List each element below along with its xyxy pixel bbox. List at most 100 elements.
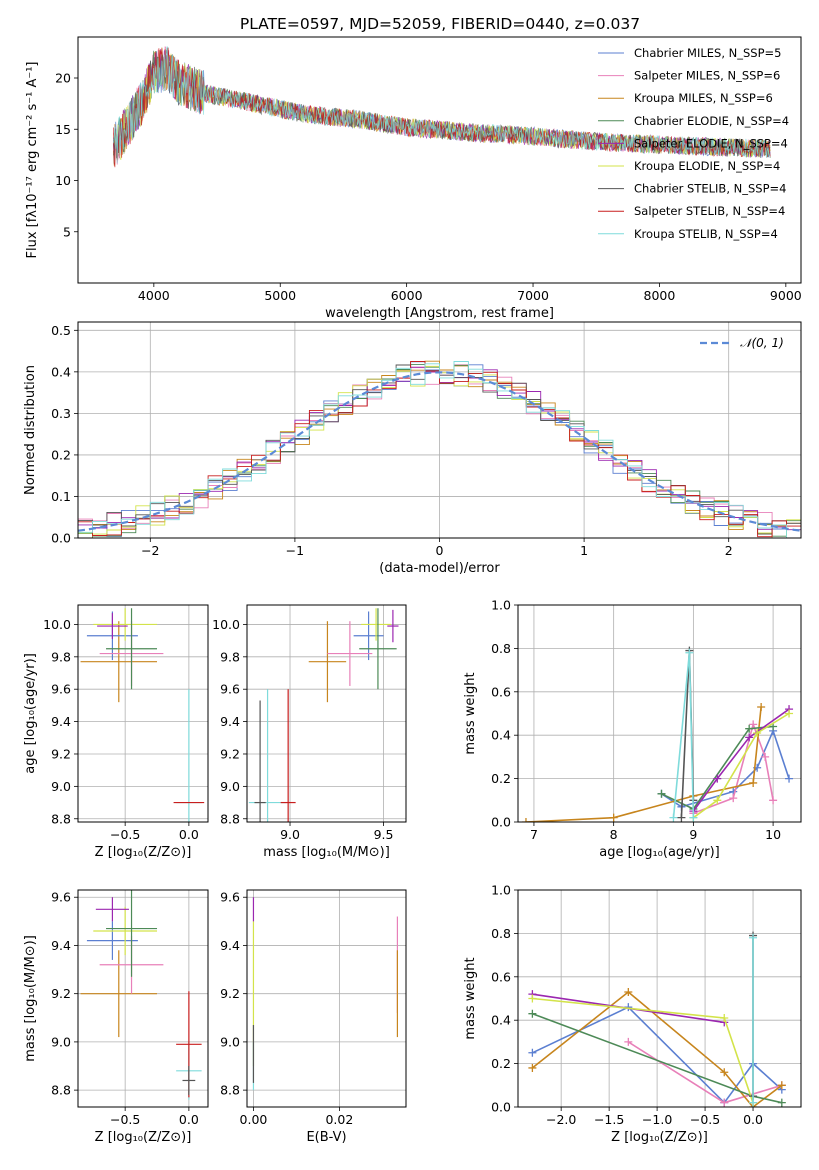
errorbar-point (86, 921, 138, 960)
weight-point-marker (720, 1014, 729, 1023)
axes-frame (517, 889, 802, 1108)
y-tick-label: 0.8 (491, 926, 511, 941)
y-tick-label: 9.2 (220, 746, 240, 761)
x-tick-label: −0.5 (690, 1112, 720, 1127)
weight-point-marker (745, 724, 754, 733)
errorbar-point (95, 897, 129, 922)
legend-label: Kroupa MILES, N_SSP=6 (634, 91, 773, 105)
legend-label: Chabrier STELIB, N_SSP=4 (634, 182, 786, 196)
legend: Chabrier MILES, N_SSP=5 Salpeter MILES, N… (598, 46, 789, 241)
y-axis-label: age [log₁₀(age/yr)] (23, 653, 38, 774)
chart-mass-vs-z: −0.5 0.0 8.8 9.0 9.2 9.4 9.6 Z [log₁₀(Z/Z⊙)] mas… (23, 889, 209, 1145)
x-tick-label: 4000 (138, 288, 170, 303)
weight-series-line (661, 728, 790, 808)
legend-label: Chabrier ELODIE, N_SSP=4 (634, 114, 789, 128)
spectrum-series-line (113, 47, 771, 168)
weight-point-marker (749, 1098, 758, 1107)
y-tick-label: 1.0 (491, 598, 511, 613)
x-tick-label: −2.0 (546, 1112, 576, 1127)
y-tick-label: 0.4 (51, 364, 71, 379)
y-tick-label: 0.6 (491, 684, 511, 699)
x-tick-label: 0 (436, 543, 444, 558)
y-tick-label: 9.4 (51, 714, 71, 729)
weight-point-marker (745, 733, 754, 742)
plot-area-spectrum (113, 46, 771, 168)
y-tick-label: 0.8 (491, 641, 511, 656)
weight-point-marker (720, 1098, 729, 1107)
y-tick-label: 1.0 (491, 883, 511, 898)
x-tick-label: −0.5 (110, 1112, 140, 1127)
plot-area-weight-vs-z (528, 931, 786, 1107)
weight-point-marker (624, 987, 633, 996)
weight-point-marker (689, 813, 698, 822)
x-tick-label: 0.00 (240, 1112, 268, 1127)
y-axis-label: Flux [fλ10⁻¹⁷ erg cm⁻² s⁻¹ A⁻¹] (25, 62, 40, 259)
weight-series-line (661, 725, 774, 811)
plot-area-age-vs-z (80, 608, 205, 822)
plot-area-mass-vs-z (80, 890, 202, 1100)
weight-point-marker (769, 796, 778, 805)
x-tick-label: −2 (141, 543, 159, 558)
y-tick-label: 20 (55, 71, 71, 86)
errorbar-point (80, 621, 158, 703)
x-axis-label: age [log₁₀(age/yr)] (599, 845, 720, 860)
errorbar-point (308, 621, 347, 703)
weight-series-line (692, 708, 790, 812)
x-tick-label: 0.0 (179, 827, 199, 842)
x-axis-label: Z [log₁₀(Z/Z⊙)] (95, 845, 192, 860)
x-tick-label: 10 (765, 827, 781, 842)
legend-label: Salpeter ELODIE, N_SSP=4 (634, 136, 788, 150)
axes-frame (77, 604, 209, 823)
x-tick-label: 7000 (517, 288, 549, 303)
legend-label: 𝒩(0, 1) (740, 336, 784, 350)
x-axis-label: wavelength [Angstrom, rest frame] (325, 306, 554, 321)
legend: 𝒩(0, 1) (700, 336, 784, 350)
y-tick-label: 10.0 (43, 617, 71, 632)
legend-label: Kroupa STELIB, N_SSP=4 (634, 227, 778, 241)
chart-mass-vs-ebv: 0.00 0.02 8.8 9.0 9.2 9.4 9.6 E(B-V) (220, 889, 407, 1145)
y-tick-label: 8.8 (220, 1083, 240, 1098)
y-axis-label: mass [log₁₀(M/M⊙)] (23, 935, 38, 1062)
weight-point-marker (761, 752, 770, 761)
y-tick-label: 0.5 (51, 323, 71, 338)
x-tick-label: 0.0 (179, 1112, 199, 1127)
weight-point-marker (749, 933, 758, 942)
errorbar-point (387, 609, 399, 643)
x-tick-label: 2 (725, 543, 733, 558)
chart-weight-vs-z: −2.0 −1.5 −1.0 −0.5 0.0 0.0 0.2 0.4 0.6 0.8 1.0 Z [… (463, 883, 802, 1145)
x-tick-label: 9.5 (374, 827, 394, 842)
plot-area-residuals (78, 360, 801, 538)
y-tick-label: 8.8 (51, 1083, 71, 1098)
y-tick-label: 8.8 (51, 811, 71, 826)
y-tick-label: 0.2 (51, 447, 71, 462)
errorbar-point (93, 608, 158, 641)
y-tick-label: 9.0 (51, 1034, 71, 1049)
chart-residuals: −2 −1 0 1 2 0.0 0.1 0.2 0.3 0.4 0.5 (data-model)/er… (23, 321, 802, 576)
plot-area-mass-vs-ebv (252, 897, 399, 1091)
errorbar-point (280, 689, 296, 822)
plot-area-weight-vs-age (521, 646, 794, 822)
weight-point-marker (777, 1098, 786, 1107)
x-axis-label: mass [log₁₀(M/M⊙)] (263, 845, 390, 860)
weight-point-marker (785, 709, 794, 718)
y-tick-label: 9.2 (51, 746, 71, 761)
y-tick-label: 9.6 (220, 682, 240, 697)
x-tick-label: 8000 (644, 288, 676, 303)
axes-frame (517, 604, 802, 823)
spectrum-series-line (113, 46, 771, 164)
errorbar-point (106, 608, 158, 690)
y-axis-label: mass weight (463, 672, 478, 754)
axes-frame (246, 604, 407, 823)
y-tick-label: 0.6 (491, 969, 511, 984)
weight-point-marker (657, 789, 666, 798)
y-tick-label: 0.3 (51, 406, 71, 421)
errorbar-point (106, 890, 158, 977)
legend-label: Kroupa ELODIE, N_SSP=4 (634, 159, 780, 173)
errorbar-point (254, 700, 266, 822)
y-tick-label: 9.4 (51, 938, 71, 953)
y-tick-label: 15 (55, 122, 71, 137)
y-tick-label: 0.2 (491, 771, 511, 786)
weight-point-marker (677, 813, 686, 822)
